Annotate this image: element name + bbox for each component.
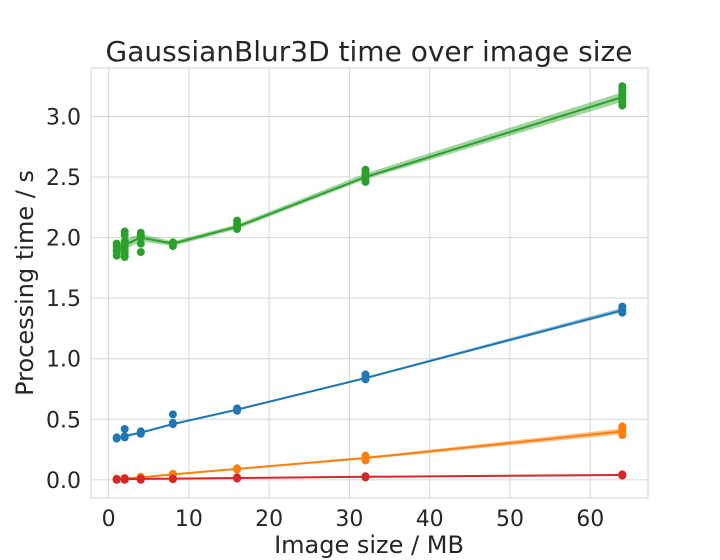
series-0-band [116,92,623,255]
series-0-point [136,228,145,237]
series-1-point [168,410,177,419]
series-3-point [112,475,121,484]
series-3-point [168,474,177,483]
series-1-point [168,418,177,427]
grid [91,68,648,498]
y-tick-label: 3.0 [46,105,81,130]
series-2-point [233,464,242,473]
x-tick-labels: 0 10 20 30 40 50 60 [102,507,605,532]
series-1-point [112,433,121,442]
y-tick-labels: 0.0 0.5 1.0 1.5 2.0 2.5 3.0 [46,105,81,493]
series-3-point [618,470,627,479]
x-axis-label: Image size / MB [274,531,464,559]
y-tick-label: 1.0 [46,348,81,373]
y-axis-label: Processing time / s [11,170,39,396]
x-tick-label: 60 [576,507,604,532]
series-0-point [233,216,242,225]
y-tick-label: 0.0 [46,469,81,494]
y-tick-label: 2.0 [46,227,81,252]
series-1-point [361,370,370,379]
x-tick-label: 20 [255,507,283,532]
series-2-point [361,451,370,460]
series-3-point [136,474,145,483]
x-tick-label: 40 [416,507,444,532]
series-2-point [618,422,627,431]
series-0-point [618,82,627,91]
series-1-point [233,404,242,413]
series-0-point [168,238,177,247]
x-tick-label: 50 [496,507,524,532]
series-0-point [136,248,145,257]
x-tick-label: 10 [175,507,203,532]
series-0-point [136,239,145,248]
series-1-point [120,425,129,433]
series-3-point [233,473,242,482]
y-tick-label: 2.5 [46,166,81,191]
series-3-point [361,472,370,481]
x-tick-label: 30 [335,507,363,532]
series-3-point [120,474,129,483]
series-1-point [136,427,145,436]
y-tick-label: 1.5 [46,287,81,312]
series-1-point [120,432,129,441]
data-points [112,82,627,484]
series-0-point [361,165,370,174]
x-tick-label: 0 [102,507,116,532]
y-tick-label: 0.5 [46,408,81,433]
chart-title: GaussianBlur3D time over image size [106,35,633,68]
plot-frame [90,67,649,499]
series-1-point [618,302,627,311]
series-0-point [120,227,129,236]
series-0-point [120,237,129,246]
series-0-point [112,239,121,248]
